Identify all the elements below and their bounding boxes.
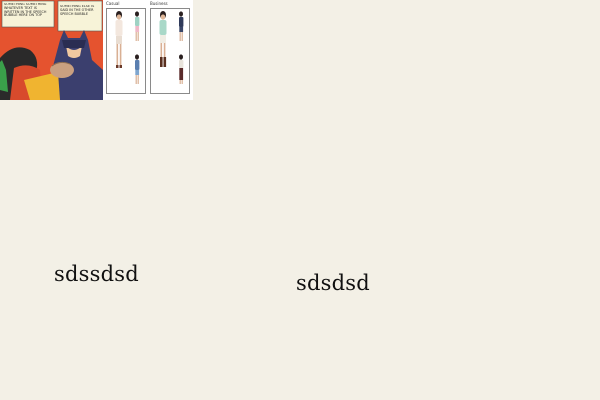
fashion-figures-left [115,11,140,84]
text-label-left: sdssdsd [54,262,139,286]
fashion-heading-right: Business [150,1,168,6]
fashion-lookbook-image[interactable]: Casual Business [103,0,193,100]
fashion-panel-right [150,8,190,94]
bubble-left-text: Something something whatever text is wri… [4,3,47,18]
fashion-panel-left [106,8,146,94]
text-label-right: sdsdsd [296,271,370,295]
bubble-right-text: Something else is said in the other spee… [60,5,95,16]
fashion-heading-left: Casual [106,1,120,6]
comic-meme-illustration [0,0,103,100]
comic-meme-image[interactable]: Something something whatever text is wri… [0,0,103,100]
fashion-figures-right [159,11,184,84]
